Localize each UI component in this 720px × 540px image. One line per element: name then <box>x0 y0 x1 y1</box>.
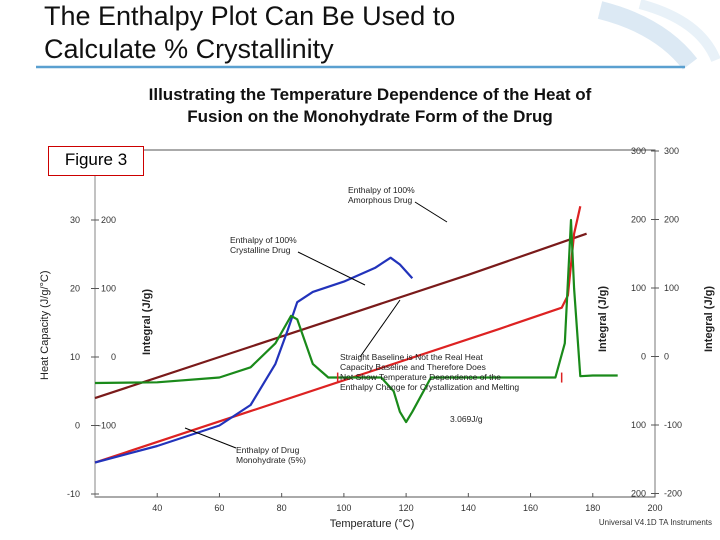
series-line-crystalline <box>94 256 414 464</box>
y-right-inner-tick-label: 100 <box>631 420 646 430</box>
x-tick-label: 200 <box>647 503 662 513</box>
x-tick-label: 100 <box>336 503 351 513</box>
x-axis-label: Temperature (°C) <box>330 518 414 530</box>
x-tick-label: 40 <box>152 503 162 513</box>
x-tick-label: 180 <box>585 503 600 513</box>
annotation-baseline-line-2: Capacity Baseline and Therefore Does <box>340 362 486 372</box>
x-tick-label: 60 <box>214 503 224 513</box>
y-right-outer-tick-label: 300 <box>664 146 679 156</box>
y-right-inner-tick-label: 0 <box>641 352 646 362</box>
y-left-tick-label: 0 <box>75 421 80 431</box>
subtitle-line-2: Fusion on the Monohydrate Form of the Dr… <box>187 107 553 126</box>
y-right-inner-tick-label: 300 <box>631 146 646 156</box>
subtitle-line-1: Illustrating the Temperature Dependence … <box>148 85 592 104</box>
y-left-tick-label: 30 <box>70 215 80 225</box>
y-left-integral-label: Integral (J/g) <box>141 289 153 355</box>
y-right-outer-label: Integral (J/g) <box>703 286 715 352</box>
y-right-outer-tick-label: 200 <box>664 215 679 225</box>
title-line-2: Calculate % Crystallinity <box>44 34 334 64</box>
x-tick-label: 120 <box>399 503 414 513</box>
y-right-inner-tick-label: 100 <box>631 283 646 293</box>
annotation-amorphous: Enthalpy of 100% Amorphous Drug <box>348 185 417 205</box>
y-left-tick-label: 10 <box>70 352 80 362</box>
series-line-heat_capacity <box>94 218 618 424</box>
annotation-monohydrate-line-2: Monohydrate (5%) <box>236 455 306 465</box>
title-line-1: The Enthalpy Plot Can Be Used to <box>44 1 456 31</box>
annotation-baseline: Straight Baseline is Not the Real Heat C… <box>340 352 519 392</box>
y-left-tick-label: -10 <box>67 489 80 499</box>
annotation-amorphous-line-1: Enthalpy of 100% <box>348 185 415 195</box>
series-line-amorphous <box>94 232 587 400</box>
annotation-baseline-line-4: Enthalpy Change for Crystallization and … <box>340 382 519 392</box>
annotation-monohydrate-line-1: Enthalpy of Drug <box>236 445 300 455</box>
x-tick-label: 80 <box>277 503 287 513</box>
page-title: The Enthalpy Plot Can Be Used to Calcula… <box>44 0 455 66</box>
y-right-inner-tick-label: 200 <box>631 215 646 225</box>
annotation-monohydrate: Enthalpy of Drug Monohydrate (5%) <box>236 445 306 465</box>
y-right-outer-tick-label: -200 <box>664 489 682 499</box>
y-left-tick-label: 20 <box>70 284 80 294</box>
chart-credit: Universal V4.1D TA Instruments <box>599 518 712 527</box>
y-right-outer-tick-label: 100 <box>664 283 679 293</box>
annotation-baseline-line-1: Straight Baseline is Not the Real Heat <box>340 352 483 362</box>
y-right-inner-label: Integral (J/g) <box>597 286 609 352</box>
annotation-amorphous-line-2: Amorphous Drug <box>348 195 413 205</box>
brand-swoosh-icon <box>36 0 720 70</box>
annotation-crystalline-line-2: Crystalline Drug <box>230 245 291 255</box>
y-left-integral-tick-label: -100 <box>98 421 116 431</box>
figure-label: Figure 3 <box>48 146 144 176</box>
y-left-integral-tick-label: 200 <box>101 215 116 225</box>
y-right-outer-tick-label: -100 <box>664 420 682 430</box>
y-right-inner-tick-label: 200 <box>631 489 646 499</box>
y-right-outer-tick-label: 0 <box>664 352 669 362</box>
annotation-crystalline: Enthalpy of 100% Crystalline Drug <box>230 235 299 255</box>
annotation-arrows <box>184 201 448 449</box>
x-tick-label: 160 <box>523 503 538 513</box>
annotation-value: 3.069J/g <box>450 414 483 424</box>
annotation-baseline-line-3: Not Show Temperature Dependence of the <box>340 372 501 382</box>
annotation-crystalline-line-1: Enthalpy of 100% <box>230 235 297 245</box>
page-subtitle: Illustrating the Temperature Dependence … <box>100 84 640 128</box>
y-left-integral-tick-label: 0 <box>111 352 116 362</box>
y-left-integral-tick-label: 100 <box>101 284 116 294</box>
series-line-baseline <box>94 206 582 464</box>
y-left-label: Heat Capacity (J/g/°C) <box>39 270 51 380</box>
x-tick-label: 140 <box>461 503 476 513</box>
